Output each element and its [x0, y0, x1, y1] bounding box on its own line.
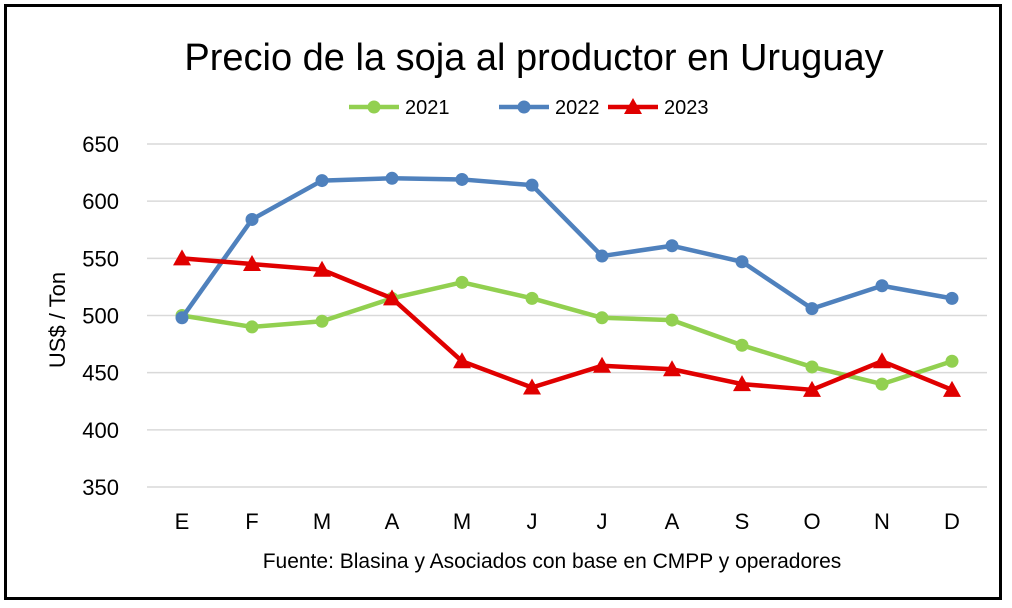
series-line — [180, 176, 953, 320]
y-tick-label: 500 — [82, 304, 119, 329]
data-point — [873, 352, 891, 369]
data-point — [517, 100, 531, 114]
y-axis-label: US$ / Ton — [45, 272, 70, 368]
x-tick-label: J — [597, 509, 608, 534]
data-point — [525, 291, 539, 305]
data-point — [455, 172, 469, 186]
data-point — [175, 311, 189, 325]
legend-label: 2022 — [555, 97, 600, 119]
data-point — [313, 260, 331, 277]
source-note: Fuente: Blasina y Asociados con base en … — [263, 550, 842, 573]
gridlines — [147, 143, 987, 488]
chart-svg: Precio de la soja al productor en Urugua… — [45, 37, 987, 573]
y-tick-label: 600 — [82, 189, 119, 214]
data-point — [733, 375, 751, 392]
legend: 2021 2022 2023 — [349, 97, 709, 119]
data-point — [805, 360, 819, 374]
x-tick-label: E — [175, 509, 190, 534]
data-point — [453, 352, 471, 369]
data-point — [665, 313, 679, 327]
data-point — [245, 212, 259, 226]
data-point — [385, 171, 399, 185]
data-point — [367, 100, 381, 114]
data-point — [243, 255, 261, 272]
data-point — [663, 360, 681, 377]
legend-item-2023: 2023 — [608, 97, 709, 119]
legend-item-2021: 2021 — [349, 97, 450, 119]
x-tick-label: A — [665, 509, 680, 534]
data-point — [593, 356, 611, 373]
x-tick-label: N — [874, 509, 890, 534]
legend-label: 2021 — [405, 97, 450, 119]
legend-item-2022: 2022 — [499, 97, 600, 119]
y-tick-label: 550 — [82, 246, 119, 271]
y-tick-labels: 350 400 450 500 550 600 650 — [82, 132, 119, 500]
x-tick-label: M — [453, 509, 471, 534]
series-2022 — [175, 171, 959, 325]
x-tick-label: J — [527, 509, 538, 534]
y-tick-label: 400 — [82, 418, 119, 443]
data-point — [173, 249, 191, 266]
data-point — [315, 314, 329, 328]
y-tick-label: 650 — [82, 132, 119, 157]
data-point — [945, 354, 959, 368]
x-tick-label: A — [385, 509, 400, 534]
data-point — [735, 255, 749, 269]
data-point — [803, 380, 821, 397]
data-point — [875, 279, 889, 293]
data-point — [805, 302, 819, 316]
legend-label: 2023 — [664, 97, 709, 119]
data-point — [315, 174, 329, 188]
data-point — [735, 338, 749, 352]
data-point — [523, 378, 541, 395]
chart-frame: Precio de la soja al productor en Urugua… — [4, 4, 1002, 600]
y-tick-label: 450 — [82, 361, 119, 386]
data-point — [875, 377, 889, 391]
data-point — [595, 249, 609, 263]
data-point — [945, 291, 959, 305]
series-lines — [173, 171, 961, 397]
x-tick-label: D — [944, 509, 960, 534]
data-point — [943, 380, 961, 397]
x-tick-label: F — [245, 509, 258, 534]
series-2023 — [173, 249, 961, 397]
data-point — [245, 320, 259, 334]
chart-title: Precio de la soja al productor en Urugua… — [184, 37, 883, 79]
data-point — [525, 178, 539, 192]
x-tick-label: M — [313, 509, 331, 534]
data-point — [383, 289, 401, 306]
data-point — [595, 311, 609, 325]
x-tick-label: S — [735, 509, 750, 534]
y-tick-label: 350 — [82, 475, 119, 500]
series-line — [181, 256, 953, 393]
data-point — [665, 239, 679, 253]
series-line — [181, 280, 953, 387]
data-point — [455, 275, 469, 289]
x-tick-label: O — [803, 509, 820, 534]
data-point — [624, 98, 642, 114]
